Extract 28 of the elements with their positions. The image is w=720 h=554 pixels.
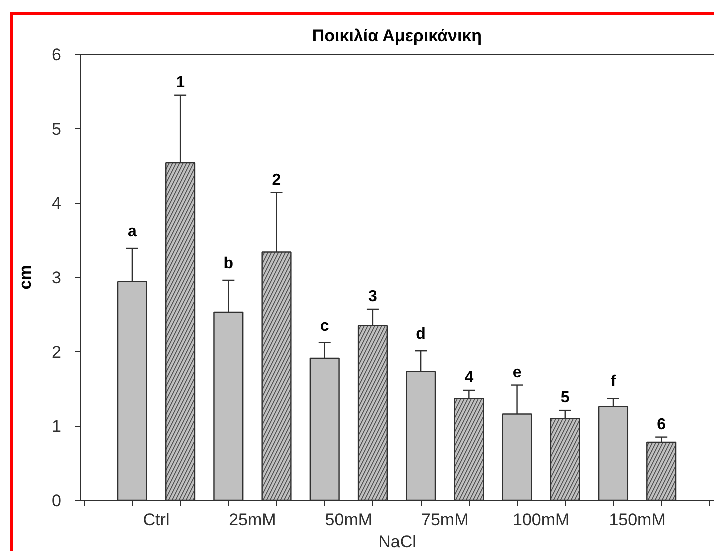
annotation: a <box>128 224 137 241</box>
annotation: 2 <box>272 172 282 189</box>
x-tick-label: 75mM <box>422 510 469 530</box>
y-tick-label: 4 <box>52 194 62 214</box>
x-tick-label: 150mM <box>609 510 666 530</box>
y-tick-label: 0 <box>52 492 62 510</box>
x-tick-label: 25mM <box>229 510 276 530</box>
x-tick-label: 50mM <box>325 510 373 530</box>
chart-title: Ποικιλία Αμερικάνικη <box>312 26 482 46</box>
x-tick-label: 100mM <box>512 510 570 530</box>
annotation: d <box>416 326 426 344</box>
annotation: 1 <box>176 74 186 92</box>
y-tick-label: 6 <box>52 46 62 64</box>
annotation: 3 <box>368 288 378 306</box>
annotation: b <box>224 255 234 272</box>
y-tick-label: 1 <box>52 417 62 436</box>
y-tick-label: 2 <box>52 342 62 362</box>
x-axis-title: NaCl <box>378 532 416 552</box>
annotation: 6 <box>657 416 666 434</box>
annotation: f <box>610 374 617 391</box>
y-axis-title: cm <box>16 265 36 290</box>
annotation: e <box>512 364 522 382</box>
annotation: 4 <box>464 369 474 386</box>
annotation: 5 <box>560 390 570 407</box>
y-tick-label: 3 <box>52 268 62 288</box>
y-tick-label: 5 <box>52 120 62 139</box>
annotation: c <box>320 318 330 335</box>
x-tick-label: Ctrl <box>143 510 170 530</box>
